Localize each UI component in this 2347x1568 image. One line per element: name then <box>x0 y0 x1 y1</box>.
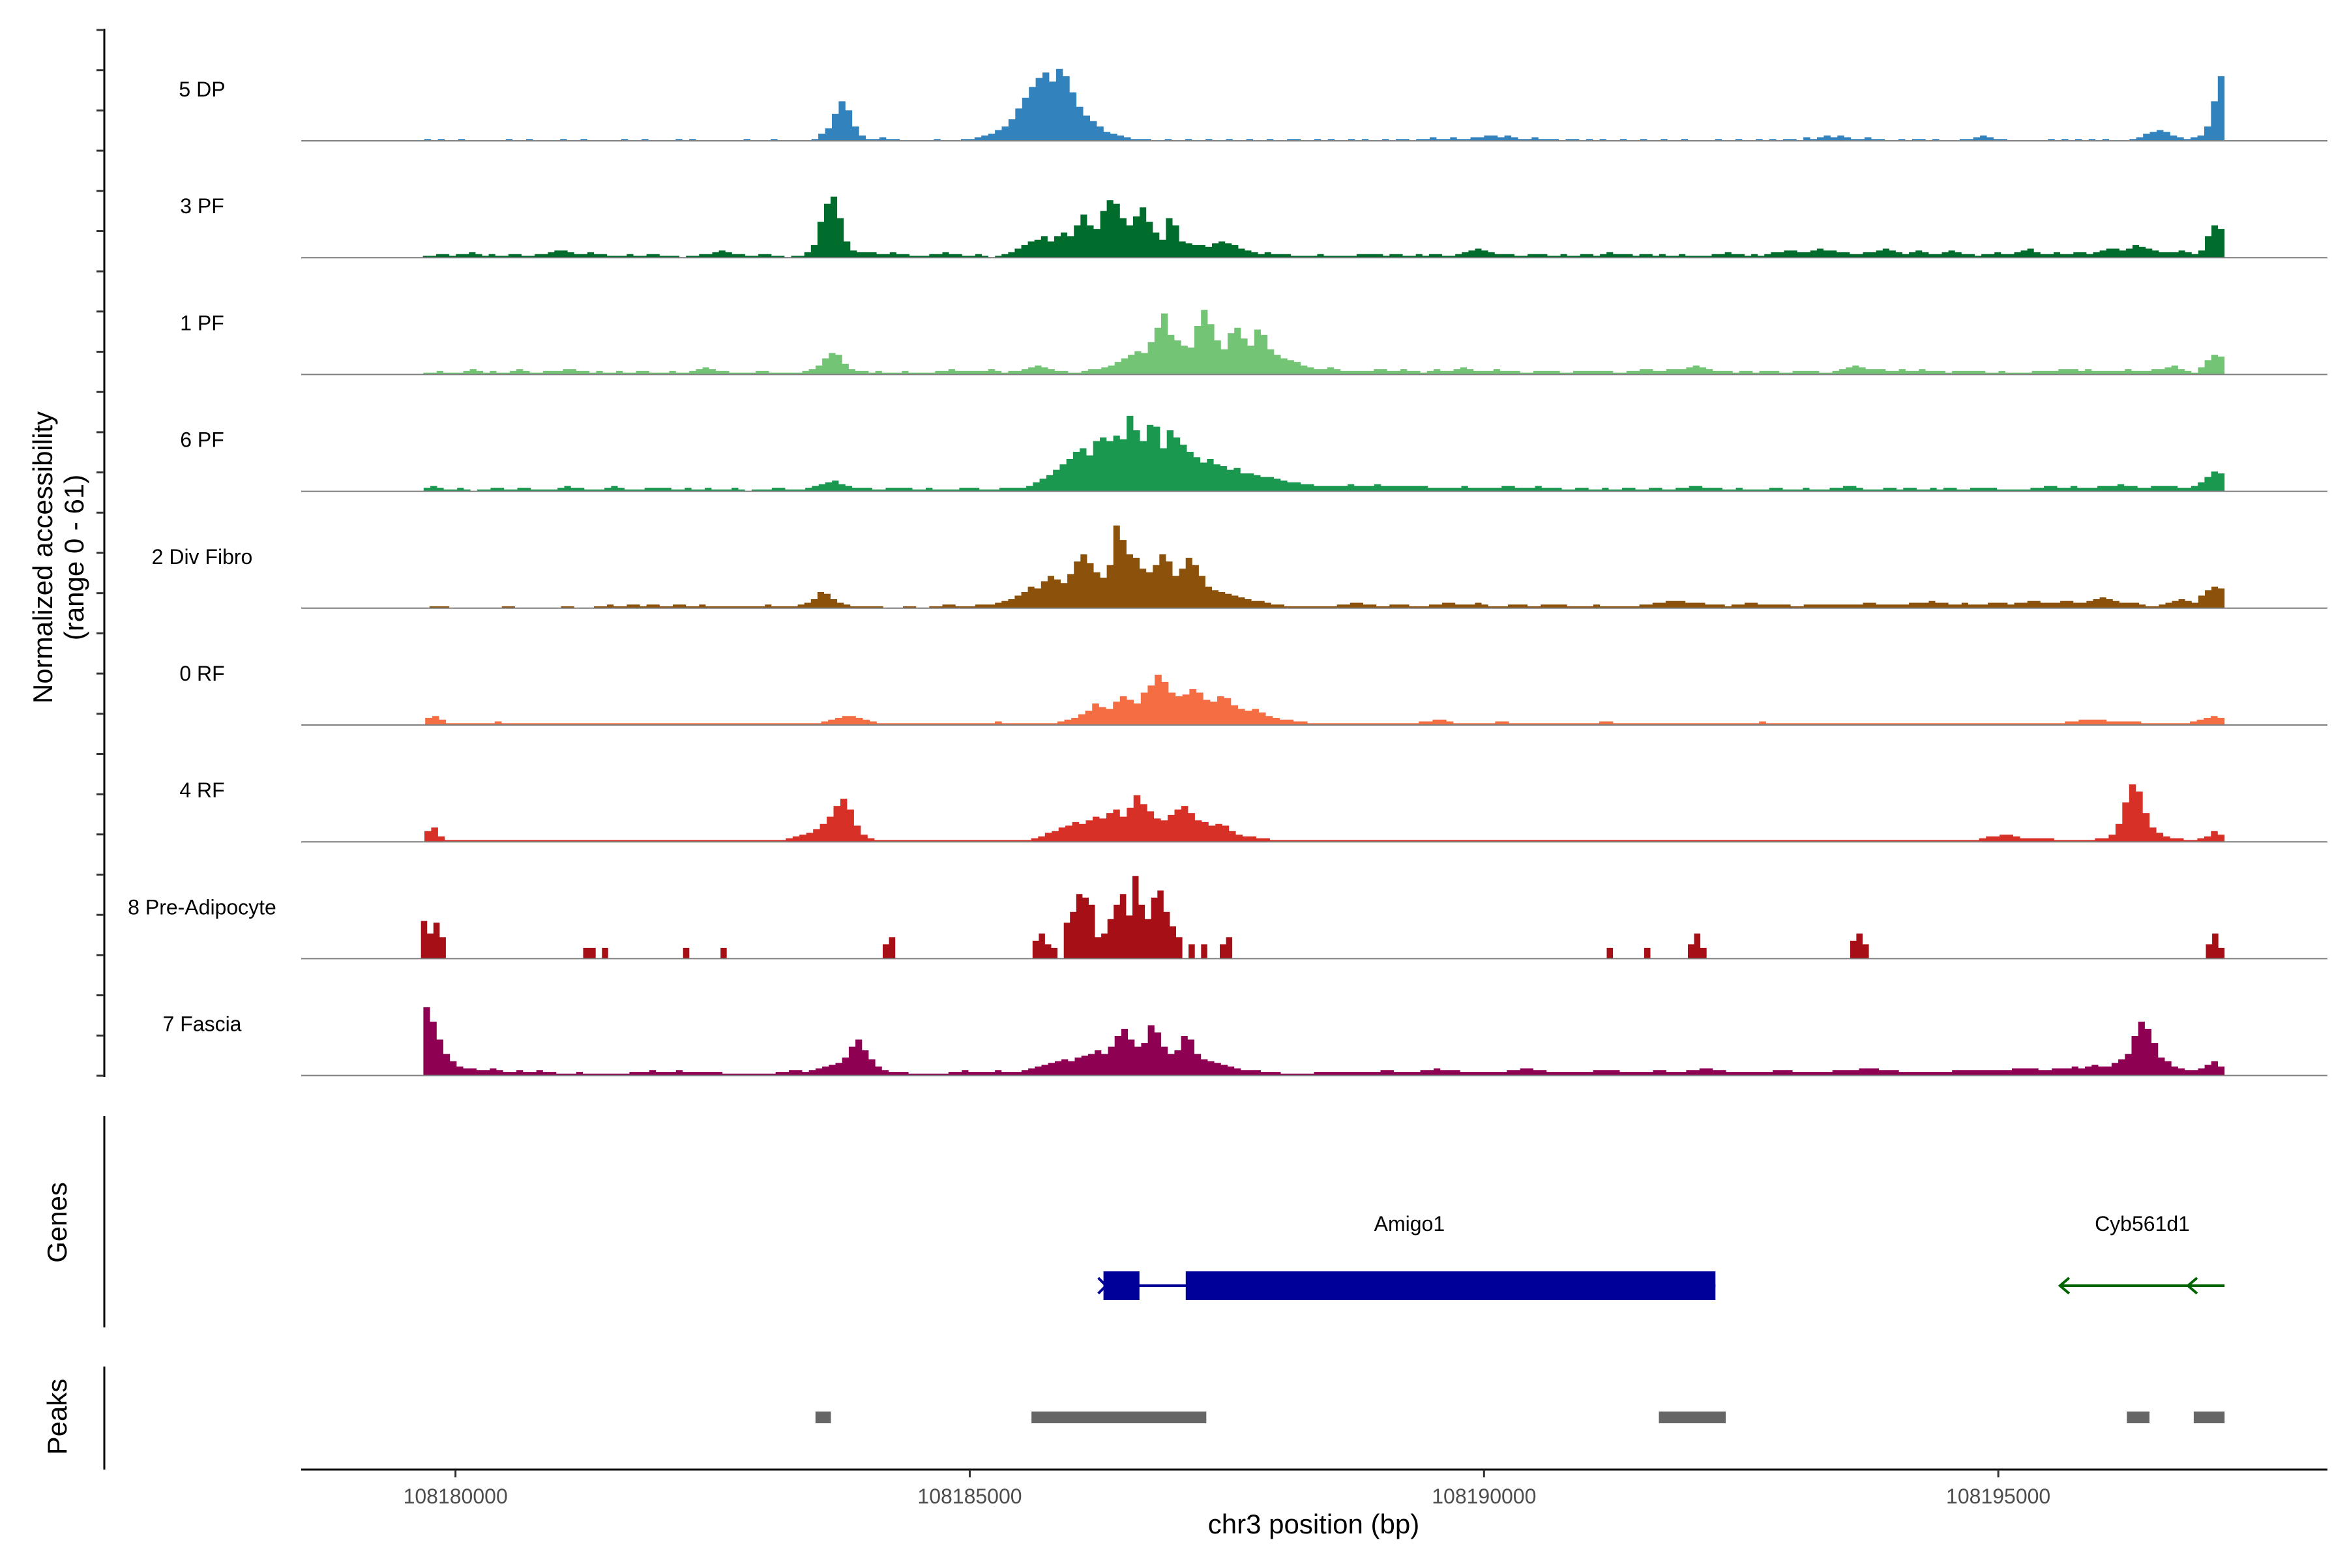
track-label: 4 RF <box>179 778 224 802</box>
x-tick-label: 108195000 <box>1946 1485 2050 1508</box>
track-5-dp: 5 DP <box>179 68 2327 141</box>
strand-arrow-icon <box>2185 1277 2198 1295</box>
coverage-area <box>383 784 2225 842</box>
track-label: 0 RF <box>179 662 224 685</box>
y-axis-title-line2: (range 0 - 61) <box>59 475 89 640</box>
track-label: 3 PF <box>180 194 224 218</box>
x-tick-label: 108190000 <box>1432 1485 1536 1508</box>
gene-cyb561d1: Cyb561d1 <box>2058 1212 2225 1295</box>
peak-region <box>2127 1412 2150 1423</box>
peak-region <box>2193 1412 2225 1423</box>
genes-track-title: Genes <box>42 1182 72 1263</box>
x-axis: 108180000 108185000 108190000 108195000 <box>301 1468 2327 1508</box>
track-2-div-fibro: 2 Div Fibro <box>152 525 2327 609</box>
strand-arrow-icon <box>2058 1277 2071 1295</box>
track-label: 5 DP <box>179 78 225 101</box>
x-tick-label: 108180000 <box>404 1485 508 1508</box>
gene-exon <box>1103 1271 1140 1300</box>
track-3-pf: 3 PF <box>180 194 2327 259</box>
coverage-tracks: 5 DP 3 PF 1 PF 6 PF 2 Div Fibro 0 RF 4 RF 8 Pre… <box>128 68 2327 1076</box>
x-tick-label: 108185000 <box>917 1485 1022 1508</box>
gene-track: Amigo1 Cyb561d1 <box>1097 1212 2225 1300</box>
gene-label: Cyb561d1 <box>2095 1212 2190 1235</box>
gene-exon <box>1185 1271 1716 1300</box>
peak-region <box>1031 1412 1207 1423</box>
gene-label: Amigo1 <box>1374 1212 1445 1235</box>
left-axes <box>96 29 106 1470</box>
track-4-rf: 4 RF <box>179 778 2327 843</box>
peak-region <box>1659 1412 1726 1423</box>
track-8-pre-adipocyte: 8 Pre-Adipocyte <box>128 876 2327 960</box>
track-label: 6 PF <box>180 428 224 452</box>
strand-arrow-icon <box>1097 1277 1108 1295</box>
track-6-pf: 6 PF <box>180 415 2327 492</box>
track-0-rf: 0 RF <box>179 662 2327 726</box>
peak-track <box>815 1412 2225 1423</box>
peaks-track-title: Peaks <box>42 1379 72 1455</box>
track-1-pf: 1 PF <box>180 310 2327 376</box>
track-label: 7 Fascia <box>163 1013 242 1036</box>
track-label: 8 Pre-Adipocyte <box>128 895 276 919</box>
track-7-fascia: 7 Fascia <box>163 1007 2327 1076</box>
y-axis-title-line1: Normalized accessibility <box>27 411 58 703</box>
coverage-area <box>383 68 2225 141</box>
track-label: 1 PF <box>180 311 224 334</box>
coverage-area <box>383 1007 2225 1076</box>
coverage-area <box>383 196 2225 258</box>
peak-region <box>815 1412 831 1423</box>
gene-amigo1: Amigo1 <box>1097 1212 1716 1300</box>
x-axis-title: chr3 position (bp) <box>1208 1509 1420 1539</box>
track-label: 2 Div Fibro <box>152 545 253 569</box>
